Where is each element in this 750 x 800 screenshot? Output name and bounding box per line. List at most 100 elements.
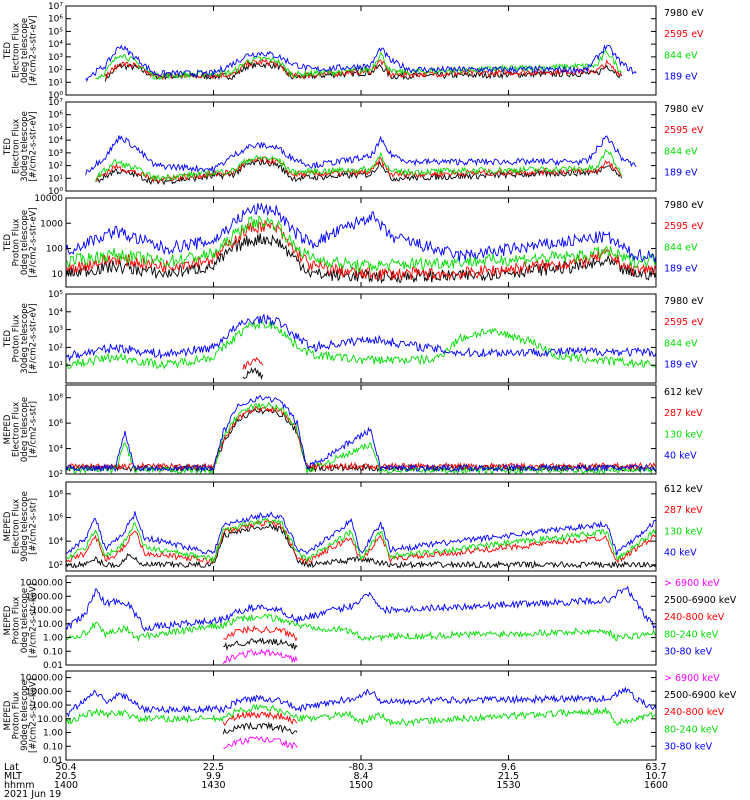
footer-value: 9.6 [501,762,516,773]
series-line [65,203,657,263]
legend-entry: 287 keV [664,408,703,419]
legend-entry: 844 eV [664,242,698,253]
legend-entry: 40 keV [664,548,697,559]
y-tick-label: 10⁴ [48,537,63,547]
y-tick-label: 10⁶ [48,111,63,121]
legend-entry: 7980 eV [664,104,704,115]
plot-frame [65,481,657,572]
y-axis-label-line: TED [3,41,13,60]
legend-entry: 189 eV [664,168,698,179]
y-tick-label: 10000 [34,194,63,204]
footer-row-label: hhmm [4,780,35,791]
legend-entry: 844 eV [664,146,698,157]
series-line [104,58,622,80]
series-line [65,320,657,370]
series-line [242,367,264,381]
y-tick-label: 10⁴ [48,445,63,455]
y-axis-label-line: MEPED [3,414,13,444]
legend-entry: 844 eV [664,338,698,349]
y-axis-label-line: Electron Flux [12,499,22,554]
y-tick-label: 10⁰ [48,187,63,197]
y-axis-label-line: 30deg telescope [20,303,30,374]
y-axis-label-line: [#/cm2-s-str-keV] [29,678,39,753]
y-tick-label: 10³ [48,149,63,159]
y-axis-label-line: Electron Flux [12,23,22,78]
y-axis-label-line: 0deg telescope [20,18,30,83]
legend-entry: 189 eV [664,360,698,371]
legend-entry: 2595 eV [664,317,704,328]
footer-value: 1400 [54,780,78,791]
y-tick-label: 10⁸ [48,490,63,500]
y-axis-label: TEDElectron Flux0deg telescope[#/cm2-s-s… [3,15,39,85]
legend-entry: 2595 eV [664,221,704,232]
footer-value: 50.4 [55,762,76,773]
plot-frame [65,384,657,475]
footer-value: 1500 [349,780,373,791]
y-tick-label: 0.01 [43,756,63,766]
y-axis-label-line: [#/cm2-s-str] [29,498,39,555]
legend-entry: 240-800 keV [664,707,725,718]
plot-frame [65,575,657,666]
y-tick-label: 10⁵ [48,27,63,37]
footer-value: 9.9 [206,771,221,782]
y-axis-label: MEPEDElectron Flux90deg telescope[#/cm2-… [3,491,39,562]
y-tick-label: 10⁴ [48,136,63,146]
y-tick-label: 1000.00 [26,592,63,602]
y-tick-label: 1.00 [43,729,63,739]
y-axis-label-line: [#/cm2-s-str-eV] [29,111,39,181]
y-tick-label: 10¹ [48,174,63,184]
y-tick-label: 10² [48,162,63,172]
plot-frame [65,293,657,384]
y-tick-label: 1.00 [43,634,63,644]
legend-entry: 7980 eV [664,8,704,19]
footer-row-label: MLT [4,771,22,782]
legend-entry: 30-80 keV [664,741,713,752]
legend-entry: 80-240 keV [664,629,719,640]
legend-entry: 7980 eV [664,296,704,307]
y-tick-label: 100.00 [32,606,64,616]
y-tick-label: 10³ [48,326,63,336]
y-tick-label: 100 [46,245,63,255]
y-tick-label: 10⁸ [48,394,63,404]
legend-entry: 612 keV [664,484,703,495]
footer-row-label: Lat [4,762,19,773]
series-line [65,394,657,473]
series-line [223,636,298,652]
y-tick-label: 10⁶ [48,513,63,523]
y-axis-label-line: Proton Flux [12,219,22,267]
y-axis-label-line: Electron Flux [12,119,22,174]
series-line [65,214,657,272]
y-axis-label-line: 30deg telescope [20,111,30,182]
y-tick-label: 10³ [48,53,63,63]
y-axis-label: TEDProton Flux30deg telescope[#/cm2-s-st… [3,303,39,374]
footer-value: 1430 [201,780,225,791]
y-axis-label-line: 90deg telescope [20,680,30,751]
legend-entry: 130 keV [664,429,703,440]
footer-value: 10.7 [645,771,666,782]
y-tick-label: 10⁴ [48,40,63,50]
y-tick-label: 10² [48,561,63,571]
panel-2: 10⁰ 10¹ 10² 10³ 10⁴ 10⁵ 10⁶ 10⁷ TEDElectron Flux… [3,98,704,197]
y-axis-label-line: Proton Flux [12,597,22,645]
y-axis-label-line: MEPED [3,511,13,541]
footer-value: 8.4 [353,771,368,782]
y-axis-label-line: [#/cm2-s-str] [29,401,39,458]
y-axis-label-line: [#/cm2-s-str-eV] [29,15,39,85]
series-line [222,721,298,735]
footer-value: 21.5 [498,771,519,782]
footer-value: 22.5 [203,762,224,773]
panel-6: 10² 10⁴ 10⁶ 10⁸ MEPEDElectron Flux90deg tele… [3,481,703,572]
y-axis-label-line: TED [3,233,13,252]
y-tick-label: 10000.00 [20,674,63,684]
series-line [65,405,657,472]
legend-entry: 30-80 keV [664,646,713,657]
legend-entry: 130 keV [664,526,703,537]
y-axis-label: MEPEDElectron Flux0deg telescope[#/cm2-s… [3,397,39,462]
plot-frame [65,5,657,96]
y-tick-label: 10¹ [48,78,63,88]
legend-entry: 844 eV [664,50,698,61]
y-tick-label: 10⁴ [48,308,63,318]
series-line [223,736,298,749]
panel-4: 10¹ 10² 10³ 10⁴ 10⁵ TEDProton Flux30deg teles… [3,290,704,384]
